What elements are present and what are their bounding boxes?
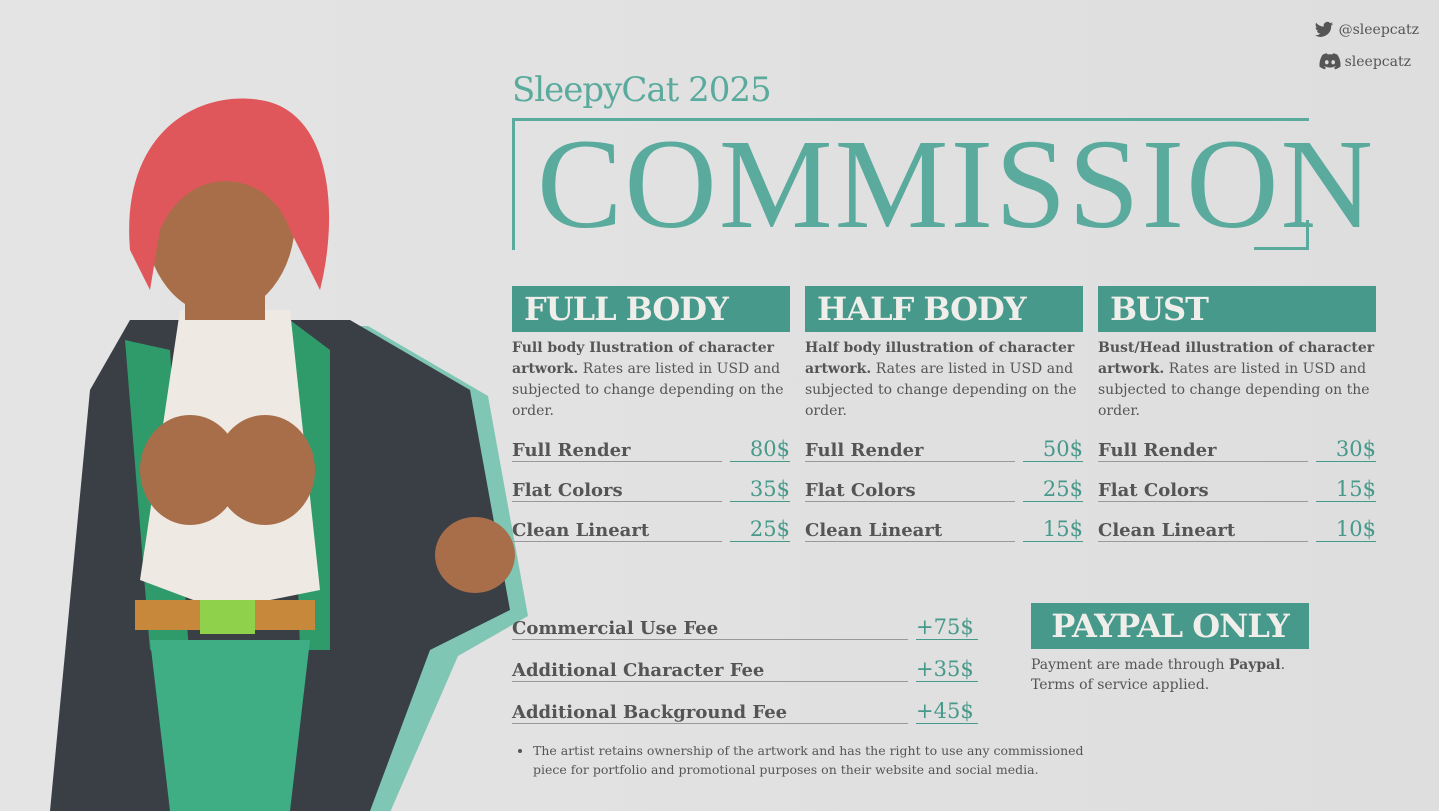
price-label: Full Render bbox=[1098, 440, 1308, 462]
price-label: Flat Colors bbox=[512, 480, 722, 502]
twitter-handle[interactable]: @sleepcatz bbox=[1313, 20, 1419, 40]
tier-half-body: HALF BODY Half body illustration of char… bbox=[805, 286, 1083, 542]
price-value: 50$ bbox=[1023, 437, 1083, 462]
twitter-bird-icon bbox=[1314, 21, 1333, 37]
price-label: Full Render bbox=[805, 440, 1015, 462]
fee-value: +45$ bbox=[916, 699, 978, 724]
price-value: 35$ bbox=[730, 477, 790, 502]
tier-description: Half body illustration of character artw… bbox=[805, 340, 1077, 419]
price-row: Full Render 50$ bbox=[805, 434, 1083, 462]
discord-icon bbox=[1319, 53, 1341, 70]
price-label: Clean Lineart bbox=[805, 520, 1015, 542]
tier-description: Full body Ilustration of character artwo… bbox=[512, 340, 784, 419]
fee-row: Additional Character Fee +35$ bbox=[512, 654, 978, 682]
price-label: Full Render bbox=[512, 440, 722, 462]
price-row: Clean Lineart 10$ bbox=[1098, 514, 1376, 542]
price-label: Flat Colors bbox=[805, 480, 1015, 502]
price-row: Clean Lineart 25$ bbox=[512, 514, 790, 542]
fee-row: Additional Background Fee +45$ bbox=[512, 696, 978, 724]
tier-bust: BUST Bust/Head illustration of character… bbox=[1098, 286, 1376, 542]
price-value: 25$ bbox=[1023, 477, 1083, 502]
fee-value: +35$ bbox=[916, 657, 978, 682]
extra-fees: Commercial Use Fee +75$ Additional Charac… bbox=[512, 598, 978, 724]
payment-text: Payment are made through Paypal. Terms of… bbox=[1031, 657, 1286, 693]
price-row: Flat Colors 25$ bbox=[805, 474, 1083, 502]
tier-title: HALF BODY bbox=[805, 286, 1083, 332]
price-value: 10$ bbox=[1316, 517, 1376, 542]
tier-full-body: FULL BODY Full body Ilustration of chara… bbox=[512, 286, 790, 542]
page-title-frame: COMMISSION bbox=[512, 113, 1373, 255]
price-value: 80$ bbox=[730, 437, 790, 462]
price-label: Flat Colors bbox=[1098, 480, 1308, 502]
price-value: 15$ bbox=[1023, 517, 1083, 542]
price-label: Clean Lineart bbox=[1098, 520, 1308, 542]
fee-row: Commercial Use Fee +75$ bbox=[512, 612, 978, 640]
tier-description: Bust/Head illustration of character artw… bbox=[1098, 340, 1375, 419]
payment-info: PAYPAL ONLY Payment are made through Pay… bbox=[1031, 603, 1309, 695]
price-value: 15$ bbox=[1316, 477, 1376, 502]
price-value: 25$ bbox=[730, 517, 790, 542]
character-illustration bbox=[50, 98, 528, 811]
tier-title: FULL BODY bbox=[512, 286, 790, 332]
discord-handle-text: sleepcatz bbox=[1344, 54, 1411, 70]
discord-handle[interactable]: sleepcatz bbox=[1319, 52, 1411, 72]
price-row: Full Render 80$ bbox=[512, 434, 790, 462]
fee-label: Additional Background Fee bbox=[512, 702, 908, 724]
price-row: Full Render 30$ bbox=[1098, 434, 1376, 462]
tier-title: BUST bbox=[1098, 286, 1376, 332]
fee-value: +75$ bbox=[916, 615, 978, 640]
payment-title: PAYPAL ONLY bbox=[1031, 603, 1309, 649]
page-title: COMMISSION bbox=[537, 113, 1375, 255]
terms-note: The artist retains ownership of the artw… bbox=[517, 741, 1097, 779]
price-row: Clean Lineart 15$ bbox=[805, 514, 1083, 542]
fee-label: Commercial Use Fee bbox=[512, 618, 908, 640]
fee-label: Additional Character Fee bbox=[512, 660, 908, 682]
frame-corner bbox=[1254, 220, 1309, 250]
price-label: Clean Lineart bbox=[512, 520, 722, 542]
price-value: 30$ bbox=[1316, 437, 1376, 462]
price-row: Flat Colors 15$ bbox=[1098, 474, 1376, 502]
subtitle: SleepyCat 2025 bbox=[512, 70, 772, 110]
twitter-handle-text: @sleepcatz bbox=[1338, 22, 1419, 38]
terms-note-item: The artist retains ownership of the artw… bbox=[533, 741, 1097, 779]
price-row: Flat Colors 35$ bbox=[512, 474, 790, 502]
